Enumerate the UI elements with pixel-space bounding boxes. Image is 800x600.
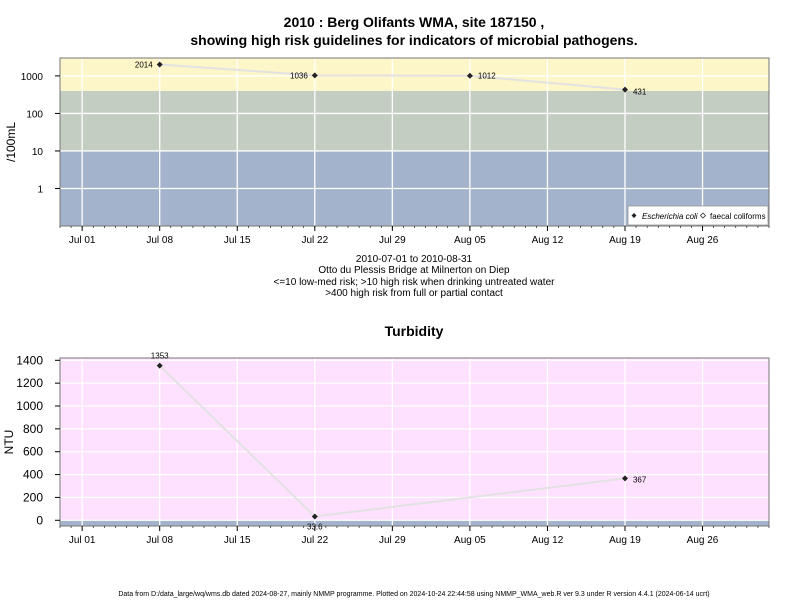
y-tick-label: 1000 [16, 399, 43, 413]
x-tick-label: Aug 19 [609, 235, 641, 246]
x-tick-label: Aug 26 [687, 235, 719, 246]
info-line-date-range: 2010-07-01 to 2010-08-31 [356, 254, 473, 265]
y-tick-label: 1200 [16, 376, 43, 390]
data-label: 2014 [135, 60, 153, 69]
legend-entry-faecal-coliforms: faecal coliforms [710, 212, 766, 221]
legend-entry-e-coli: Escherichia coli [642, 212, 698, 221]
chart-title-line2: showing high risk guidelines for indicat… [190, 32, 637, 48]
legend-box [627, 205, 769, 226]
y-axis-label: NTU [2, 430, 16, 455]
y-tick-label: 100 [26, 109, 43, 120]
y-tick-label: 400 [23, 468, 43, 482]
microbial-plot-panel: 1 10 100 1000/100mL Jul 01 Jul 08 Jul 15 Jul 22… [4, 57, 770, 246]
data-point-e-coli [466, 72, 473, 79]
y-axis-label: /100mL [4, 122, 18, 162]
turbidity-plot-panel: 0 200 400 600 800 1000 1200 1400 NTU Jul 01 Jul 08… [2, 352, 770, 546]
y-tick-label: 800 [23, 422, 43, 436]
x-tick-label: Aug 05 [454, 535, 486, 546]
risk-band [60, 90, 769, 151]
footer-note: Data from D:/data_large/wq/wms.db dated … [118, 591, 709, 598]
info-line-site: Otto du Plessis Bridge at Milnerton on D… [318, 265, 510, 276]
legend-marker-filled-diamond [631, 213, 637, 218]
x-tick-label: Jul 08 [146, 535, 173, 546]
x-tick-label: Jul 01 [69, 535, 96, 546]
y-tick-label: 1400 [16, 353, 43, 367]
data-point-e-coli [621, 86, 628, 93]
x-tick-label: Jul 15 [224, 235, 251, 246]
x-tick-label: Aug 19 [609, 535, 641, 546]
info-line-contact-risk: >400 high risk from full or partial cont… [325, 288, 503, 299]
x-tick-label: Jul 29 [379, 235, 406, 246]
x-tick-label: Jul 01 [69, 235, 96, 246]
y-tick-label: 0 [36, 513, 43, 527]
y-tick-label: 10 [32, 147, 44, 158]
data-point-turbidity [621, 475, 628, 482]
info-line-drinking-risk: <=10 low-med risk; >10 high risk when dr… [274, 277, 556, 288]
x-tick-label: Jul 22 [301, 535, 328, 546]
data-label: 1012 [478, 72, 496, 81]
data-label: 1353 [151, 352, 169, 361]
x-tick-label: Jul 29 [379, 535, 406, 546]
y-tick-label: 600 [23, 445, 43, 459]
series-line-e-coli [159, 63, 626, 91]
x-tick-label: Aug 26 [687, 535, 719, 546]
x-tick-label: Jul 08 [146, 235, 173, 246]
data-point-turbidity [156, 362, 163, 369]
x-tick-label: Aug 05 [454, 235, 486, 246]
y-tick-label: 1 [37, 184, 43, 195]
x-tick-label: Jul 15 [224, 535, 251, 546]
turbidity-title: Turbidity [385, 323, 444, 339]
y-tick-label: 1000 [21, 72, 44, 83]
legend-marker-open-diamond [699, 212, 707, 219]
chart-title-line1: 2010 : Berg Olifants WMA, site 187150 , [284, 14, 545, 30]
data-point-e-coli [311, 72, 318, 79]
data-label: 367 [633, 475, 647, 484]
data-point-e-coli [156, 61, 163, 68]
risk-band [60, 58, 769, 91]
y-tick-label: 200 [23, 490, 43, 504]
data-label: 1036 [290, 71, 308, 80]
x-tick-label: Jul 22 [301, 235, 328, 246]
data-label: 431 [633, 88, 647, 97]
x-tick-label: Aug 12 [532, 235, 564, 246]
data-label: 33.6 [307, 522, 323, 531]
data-point-turbidity [311, 513, 318, 520]
x-tick-label: Aug 12 [532, 535, 564, 546]
baseline-band [60, 520, 769, 526]
